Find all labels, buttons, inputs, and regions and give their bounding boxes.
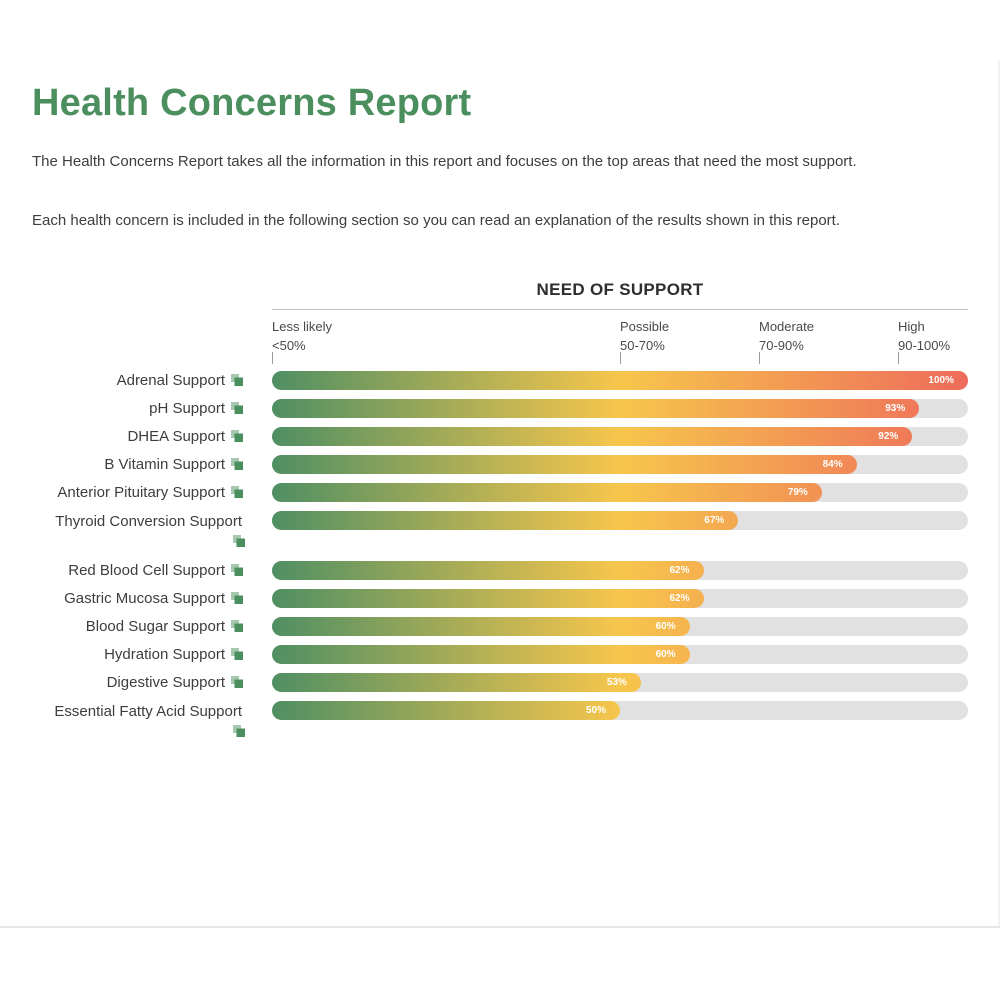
concern-label-essential-fatty-acid-support: Essential Fatty Acid Support (36, 701, 248, 743)
concern-label-blood-sugar-support: Blood Sugar Support (86, 618, 243, 635)
concern-label-text: B Vitamin Support (104, 456, 225, 473)
zone-label-high: High 90-100% (898, 317, 950, 355)
concern-label-thyroid-conversion-support: Thyroid Conversion Support (36, 511, 248, 553)
external-link-icon[interactable] (231, 485, 243, 498)
bar-digestive-support (272, 673, 641, 692)
concern-label-text: Blood Sugar Support (85, 618, 225, 635)
zone-label-possible: Possible 50-70% (620, 317, 669, 355)
concern-label-gastric-mucosa-support: Gastric Mucosa Support (64, 590, 243, 607)
zone-range: 50-70% (620, 338, 665, 353)
bar-value-label: 92% (878, 431, 899, 442)
bar-value-label: 62% (669, 565, 690, 576)
bar-track: 53% (272, 673, 968, 692)
bar-blood-sugar-support (272, 617, 690, 636)
external-link-icon[interactable] (231, 457, 243, 470)
bar-track: 67% (272, 511, 968, 530)
external-link-icon[interactable] (231, 647, 243, 660)
bar-value-label: 53% (606, 677, 627, 688)
bar-value-label: 84% (822, 459, 843, 470)
bar-track: 62% (272, 589, 968, 608)
bar-track: 62% (272, 561, 968, 580)
concern-label-text: Essential Fatty Acid Support (54, 703, 242, 720)
concern-label-text: Adrenal Support (116, 372, 225, 389)
zone-label-moderate: Moderate 70-90% (759, 317, 814, 355)
bar-gastric-mucosa-support (272, 589, 704, 608)
concern-label-text: pH Support (149, 400, 225, 417)
bar-track: 60% (272, 645, 968, 664)
external-link-icon[interactable] (233, 532, 245, 547)
concern-label-dhea-support: DHEA Support (127, 428, 243, 445)
bar-value-label: 50% (585, 705, 606, 716)
zone-tick (759, 352, 760, 364)
bar-value-label: 62% (669, 593, 690, 604)
concern-label-anterior-pituitary-support: Anterior Pituitary Support (57, 484, 243, 501)
bar-track: 84% (272, 455, 968, 474)
external-link-icon[interactable] (231, 401, 243, 414)
intro-paragraph-1: The Health Concerns Report takes all the… (32, 153, 857, 170)
concern-label-digestive-support: Digestive Support (107, 674, 243, 691)
zone-range: <50% (272, 338, 306, 353)
zone-tick (272, 352, 273, 364)
bar-thyroid-conversion-support (272, 511, 739, 530)
zone-label-less-likely: Less likely <50% (272, 317, 332, 355)
concern-label-text: DHEA Support (127, 428, 225, 445)
bar-value-label: 60% (655, 621, 676, 632)
external-link-icon[interactable] (231, 563, 243, 576)
concern-label-ph-support: pH Support (149, 400, 243, 417)
bar-value-label: 93% (885, 403, 906, 414)
bar-track: 50% (272, 701, 968, 720)
bar-dhea-support (272, 427, 913, 446)
bar-red-blood-cell-support (272, 561, 704, 580)
zone-tick (620, 352, 621, 364)
bar-track: 100% (272, 371, 968, 390)
external-link-icon[interactable] (233, 722, 245, 737)
page-right-edge (998, 60, 1000, 926)
page-bottom-edge (0, 926, 1000, 928)
concern-label-text: Anterior Pituitary Support (57, 484, 225, 501)
zone-name: High (898, 319, 925, 334)
bar-track: 79% (272, 483, 968, 502)
bar-track: 92% (272, 427, 968, 446)
intro-paragraph-2: Each health concern is included in the f… (32, 212, 840, 229)
zone-tick (898, 352, 899, 364)
concern-label-text: Thyroid Conversion Support (55, 513, 242, 530)
concern-label-hydration-support: Hydration Support (104, 646, 243, 663)
bar-value-label: 60% (655, 649, 676, 660)
zone-name: Moderate (759, 319, 814, 334)
bar-value-label: 79% (787, 487, 808, 498)
chart-title-rule (272, 309, 968, 310)
zone-name: Less likely (272, 319, 332, 334)
external-link-icon[interactable] (231, 373, 243, 386)
external-link-icon[interactable] (231, 619, 243, 632)
zone-range: 90-100% (898, 338, 951, 353)
external-link-icon[interactable] (231, 429, 243, 442)
external-link-icon[interactable] (231, 591, 243, 604)
concern-label-text: Gastric Mucosa Support (64, 590, 225, 607)
concern-label-text: Hydration Support (104, 646, 225, 663)
bar-value-label: 100% (928, 375, 954, 386)
bar-value-label: 67% (704, 515, 725, 526)
concern-label-text: Digestive Support (106, 674, 225, 691)
concern-label-adrenal-support: Adrenal Support (117, 372, 243, 389)
zone-range: 70-90% (759, 338, 804, 353)
bar-essential-fatty-acid-support (272, 701, 620, 720)
concern-label-red-blood-cell-support: Red Blood Cell Support (68, 562, 243, 579)
bar-adrenal-support (272, 371, 968, 390)
concern-label-text: Red Blood Cell Support (68, 562, 225, 579)
bar-track: 93% (272, 399, 968, 418)
zone-name: Possible (620, 319, 670, 334)
concern-label-b-vitamin-support: B Vitamin Support (104, 456, 243, 473)
chart-title: NEED OF SUPPORT (536, 280, 704, 299)
page-title: Health Concerns Report (32, 82, 472, 124)
bar-ph-support (272, 399, 920, 418)
external-link-icon[interactable] (231, 675, 243, 688)
bar-track: 60% (272, 617, 968, 636)
bar-hydration-support (272, 645, 690, 664)
bar-b-vitamin-support (272, 455, 857, 474)
bar-anterior-pituitary-support (272, 483, 822, 502)
